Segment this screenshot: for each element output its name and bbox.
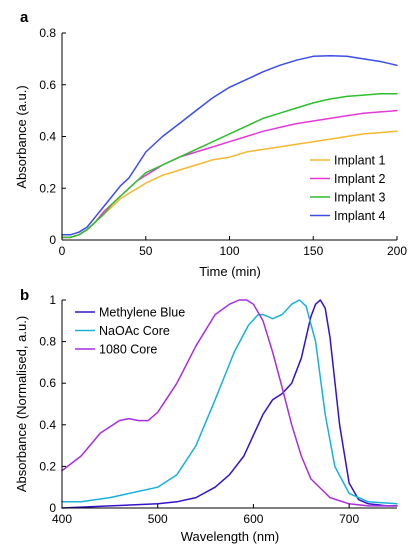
panel-b-y-axis-label: Absorbance (Normalised, a.u.) bbox=[14, 316, 29, 492]
panel-b-y-tick-label: 0.2 bbox=[39, 459, 56, 473]
panel-b-series-line-1 bbox=[61, 299, 398, 509]
panel-a: a 0 50 100 150 200 0 0.2 0.4 0.6 0.8 Time (min) A… bbox=[14, 9, 407, 279]
panel-a-y-axis-label: Absorbance (a.u.) bbox=[14, 85, 29, 188]
panel-a-legend-label-1: Implant 1 bbox=[334, 154, 385, 168]
panel-b-series-line-3 bbox=[61, 299, 398, 507]
panel-b-legend-label-2: NaOAc Core bbox=[99, 324, 170, 338]
panel-b-legend: Methylene Blue NaOAc Core 1080 Core bbox=[75, 306, 185, 357]
panel-b-series bbox=[61, 299, 398, 509]
panel-a-series bbox=[61, 55, 398, 239]
panel-a-y-tick-label: 0.2 bbox=[39, 181, 56, 195]
panel-a-ticks: 0 50 100 150 200 0 0.2 0.4 0.6 0.8 bbox=[39, 26, 407, 258]
panel-a-y-tick-label: 0.6 bbox=[39, 78, 56, 92]
panel-b-x-axis-label: Wavelength (nm) bbox=[181, 529, 280, 544]
panel-a-series-line-4 bbox=[61, 55, 398, 236]
panel-a-x-tick-label: 50 bbox=[139, 244, 153, 258]
panel-b-legend-label-1: Methylene Blue bbox=[99, 306, 185, 320]
panel-b-ticks: 400 500 600 700 0 0.2 0.4 0.6 0.8 1 bbox=[39, 293, 359, 526]
panel-a-legend: Implant 1 Implant 2 Implant 3 Implant 4 bbox=[310, 154, 385, 223]
panel-b: b 400 500 600 700 0 0.2 0.4 0.6 0.8 1 Wavelength … bbox=[14, 287, 398, 544]
panel-a-y-tick-label: 0 bbox=[49, 233, 56, 247]
panel-b-x-tick-label: 700 bbox=[339, 512, 359, 526]
panel-a-x-tick-label: 150 bbox=[303, 244, 323, 258]
panel-b-x-tick-label: 500 bbox=[148, 512, 168, 526]
panel-a-x-tick-label: 100 bbox=[219, 244, 239, 258]
panel-a-y-tick-label: 0.8 bbox=[39, 26, 56, 40]
panel-b-x-tick-label: 400 bbox=[52, 512, 72, 526]
panel-a-legend-label-4: Implant 4 bbox=[334, 209, 385, 223]
panel-b-y-tick-label: 0.4 bbox=[39, 418, 56, 432]
panel-a-legend-label-3: Implant 3 bbox=[334, 191, 385, 205]
panel-b-y-tick-label: 0.6 bbox=[39, 376, 56, 390]
panel-a-legend-label-2: Implant 2 bbox=[334, 172, 385, 186]
panel-b-x-tick-label: 600 bbox=[243, 512, 263, 526]
panel-b-label: b bbox=[20, 287, 29, 304]
panel-b-legend-label-3: 1080 Core bbox=[99, 343, 157, 357]
panel-a-x-axis-label: Time (min) bbox=[199, 264, 261, 279]
panel-a-series-line-3 bbox=[61, 93, 398, 239]
panel-b-y-tick-label: 0 bbox=[49, 501, 56, 515]
panel-b-y-tick-label: 0.8 bbox=[39, 335, 56, 349]
panel-b-y-tick-label: 1 bbox=[49, 293, 56, 307]
panel-a-y-tick-label: 0.4 bbox=[39, 130, 56, 144]
panel-a-label: a bbox=[20, 9, 29, 26]
panel-a-x-tick-label: 0 bbox=[59, 244, 66, 258]
panel-a-x-tick-label: 200 bbox=[387, 244, 407, 258]
panel-b-series-line-2 bbox=[61, 299, 398, 505]
